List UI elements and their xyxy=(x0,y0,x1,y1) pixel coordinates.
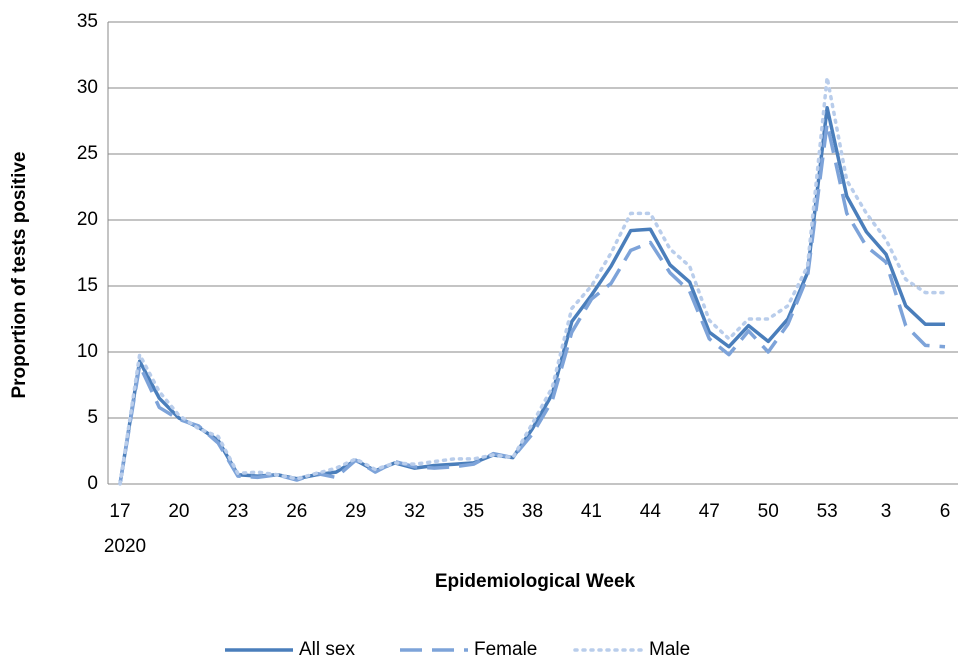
y-tick-label: 5 xyxy=(87,407,98,428)
x-tick-label: 32 xyxy=(404,501,425,522)
x-tick-label: 17 xyxy=(109,501,130,522)
x-tick-label: 3 xyxy=(881,501,892,522)
x-tick-label: 53 xyxy=(817,501,838,522)
y-tick-label: 35 xyxy=(77,11,98,32)
series-line xyxy=(118,121,946,485)
legend-label: Male xyxy=(649,639,690,660)
x-tick-label: 20 xyxy=(168,501,189,522)
y-tick-label: 0 xyxy=(87,473,98,494)
y-tick-label: 30 xyxy=(77,77,98,98)
legend-label: Female xyxy=(474,639,537,660)
x-year-label: 2020 xyxy=(104,536,146,557)
x-tick-label: 47 xyxy=(699,501,720,522)
x-tick-label: 29 xyxy=(345,501,366,522)
x-tick-label: 41 xyxy=(581,501,602,522)
series-line xyxy=(118,75,947,486)
y-tick-label: 10 xyxy=(77,341,98,362)
x-axis-title: Epidemiological Week xyxy=(435,571,636,592)
x-tick-label: 50 xyxy=(758,501,779,522)
x-tick-label: 23 xyxy=(227,501,248,522)
x-tick-label: 44 xyxy=(640,501,662,522)
legend-label: All sex xyxy=(299,639,355,660)
x-tick-label: 35 xyxy=(463,501,484,522)
y-tick-label: 20 xyxy=(77,209,98,230)
y-tick-label: 25 xyxy=(77,143,98,164)
x-tick-label: 6 xyxy=(940,501,951,522)
x-tick-label: 38 xyxy=(522,501,543,522)
x-tick-label: 26 xyxy=(286,501,307,522)
y-axis-title: Proportion of tests positive xyxy=(9,151,30,398)
y-tick-label: 15 xyxy=(77,275,98,296)
